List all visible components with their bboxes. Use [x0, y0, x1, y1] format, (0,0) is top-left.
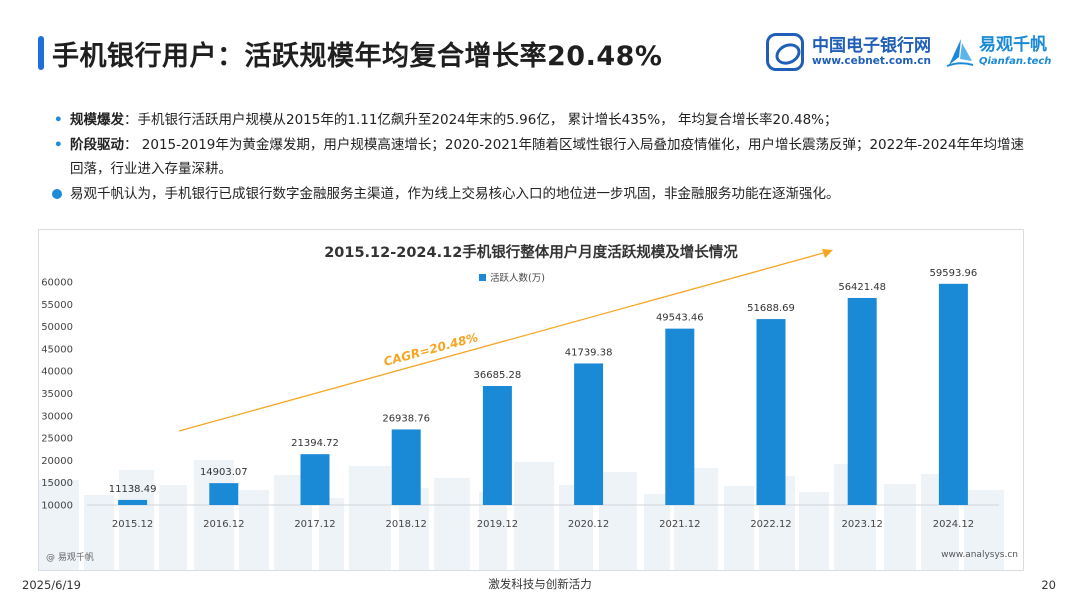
bullet-label: 阶段驱动 — [70, 136, 124, 153]
bar-2017.12 — [300, 454, 330, 505]
skyline-building — [599, 472, 637, 570]
bar-2024.12 — [938, 283, 968, 505]
skyline-building — [434, 478, 470, 570]
bar-2022.12 — [756, 319, 786, 505]
chart-panel: 10000 15000 20000 25000 30000 35000 40000 45000… — [38, 229, 1024, 571]
trend-arrowhead-icon — [822, 249, 833, 258]
bar-2016.12 — [209, 483, 239, 505]
bullet-dot-icon: • — [54, 136, 63, 153]
y-tick-label: 25000 — [41, 434, 73, 445]
sail-icon — [945, 35, 975, 69]
y-tick-label: 45000 — [41, 344, 73, 355]
cebnet-logo-name: 中国电子银行网 — [812, 35, 931, 56]
x-tick-label: 2023.12 — [842, 519, 883, 530]
data-label: 59593.96 — [930, 268, 978, 279]
trend-line — [178, 251, 828, 432]
y-tick-label: 15000 — [41, 478, 73, 489]
qianfan-logo-en: Qianfan.tech — [979, 56, 1052, 68]
skyline-building — [644, 494, 670, 570]
bullet-dot-icon — [52, 188, 62, 199]
page-title: 手机银行用户：活跃规模年均复合增长率20.48% — [52, 41, 663, 72]
skyline-building — [194, 460, 234, 570]
skyline-building — [119, 470, 154, 570]
data-label: 49543.46 — [656, 313, 704, 324]
skyline-building — [349, 466, 391, 570]
bar-2023.12 — [847, 297, 877, 505]
bar-2015.12 — [118, 499, 148, 505]
y-tick-label: 60000 — [41, 278, 73, 289]
bar-2018.12 — [391, 429, 421, 505]
x-tick-label: 2022.12 — [750, 519, 791, 530]
bullet-text: ： 2015-2019年为黄金爆发期，用户规模高速增长；2020-2021年随着… — [70, 136, 1025, 178]
x-tick-label: 2016.12 — [203, 519, 244, 530]
qianfan-logo: 易观千帆 Qianfan.tech — [945, 30, 1051, 74]
bar-chart: 10000 15000 20000 25000 30000 35000 40000 45000… — [39, 249, 1004, 570]
bullet-text: 易观千帆认为，手机银行已成银行数字金融服务主渠道，作为线上交易核心入口的地位进一… — [70, 185, 840, 202]
data-label: 51688.69 — [747, 303, 795, 314]
data-label: 11138.49 — [109, 484, 157, 495]
bullet-scale: • 规模爆发：手机银行活跃用户规模从2015年的1.11亿飙升至2024年末的5… — [52, 108, 1027, 133]
cebnet-logo: 中国电子银行网 www.cebnet.com.cn — [766, 30, 931, 74]
skyline-background — [39, 460, 1004, 570]
x-tick-label: 2024.12 — [933, 519, 974, 530]
chart-title: 2015.12-2024.12手机银行整体用户月度活跃规模及增长情况 — [324, 245, 738, 261]
y-tick-label: 55000 — [41, 300, 73, 311]
source-note: @ 易观千帆 — [46, 553, 94, 563]
skyline-building — [514, 462, 554, 570]
slogan: 激发科技与创新活力 — [488, 577, 592, 591]
skyline-building — [724, 486, 754, 570]
bullet-text: ：手机银行活跃用户规模从2015年的1.11亿飙升至2024年末的5.96亿， … — [124, 112, 838, 128]
legend-swatch — [479, 273, 486, 281]
data-label: 56421.48 — [838, 282, 886, 293]
cagr-annotation: CAGR=20.48% — [382, 330, 480, 369]
y-tick-label: 35000 — [41, 389, 73, 400]
data-label: 41739.38 — [565, 347, 613, 358]
skyline-building — [84, 495, 114, 570]
y-tick-label: 30000 — [41, 411, 73, 422]
skyline-building — [964, 490, 1004, 570]
bullet-stage: • 阶段驱动： 2015-2019年为黄金爆发期，用户规模高速增长；2020-2… — [52, 133, 1027, 182]
bar-2021.12 — [665, 328, 695, 505]
summary-bullets: • 规模爆发：手机银行活跃用户规模从2015年的1.11亿飙升至2024年末的5… — [52, 108, 1027, 206]
skyline-building — [159, 485, 187, 570]
y-tick-label: 20000 — [41, 456, 73, 467]
skyline-building — [884, 484, 916, 570]
x-tick-label: 2019.12 — [477, 519, 518, 530]
website-note: www.analysys.cn — [941, 550, 1018, 560]
page-number: 20 — [1041, 578, 1056, 592]
cebnet-logo-url: www.cebnet.com.cn — [812, 54, 931, 67]
skyline-building — [39, 480, 79, 570]
skyline-building — [239, 490, 269, 570]
bar-2019.12 — [482, 385, 512, 505]
skyline-building — [319, 498, 344, 570]
x-tick-label: 2021.12 — [659, 519, 700, 530]
x-tick-label: 2017.12 — [294, 519, 335, 530]
cebnet-logo-icon — [766, 33, 804, 71]
title-accent-bar — [38, 36, 44, 70]
report-date: 2025/6/19 — [22, 578, 81, 592]
y-tick-label: 10000 — [41, 501, 73, 512]
x-axis: 2015.12 2016.12 2017.12 2018.12 2019.12 2020.… — [112, 519, 974, 530]
bullet-label: 规模爆发 — [70, 112, 124, 128]
bullet-opinion: 易观千帆认为，手机银行已成银行数字金融服务主渠道，作为线上交易核心入口的地位进一… — [52, 182, 1027, 207]
data-label: 36685.28 — [474, 370, 522, 381]
data-label: 14903.07 — [200, 467, 248, 478]
skyline-building — [799, 492, 829, 570]
legend-label: 活跃人数(万) — [490, 273, 545, 284]
bar-series: 11138.49 14903.07 21394.72 26938.76 36685.28… — [109, 268, 978, 505]
x-tick-label: 2020.12 — [568, 519, 609, 530]
x-tick-label: 2015.12 — [112, 519, 153, 530]
y-tick-label: 40000 — [41, 367, 73, 378]
chart-legend: 活跃人数(万) — [479, 270, 545, 284]
y-axis: 10000 15000 20000 25000 30000 35000 40000 45000… — [41, 278, 999, 512]
data-label: 21394.72 — [291, 438, 339, 449]
qianfan-logo-name: 易观千帆 — [979, 35, 1047, 56]
y-tick-label: 50000 — [41, 322, 73, 333]
data-label: 26938.76 — [382, 413, 430, 424]
x-tick-label: 2018.12 — [386, 519, 427, 530]
bar-2020.12 — [574, 363, 604, 505]
bullet-dot-icon: • — [54, 112, 63, 128]
